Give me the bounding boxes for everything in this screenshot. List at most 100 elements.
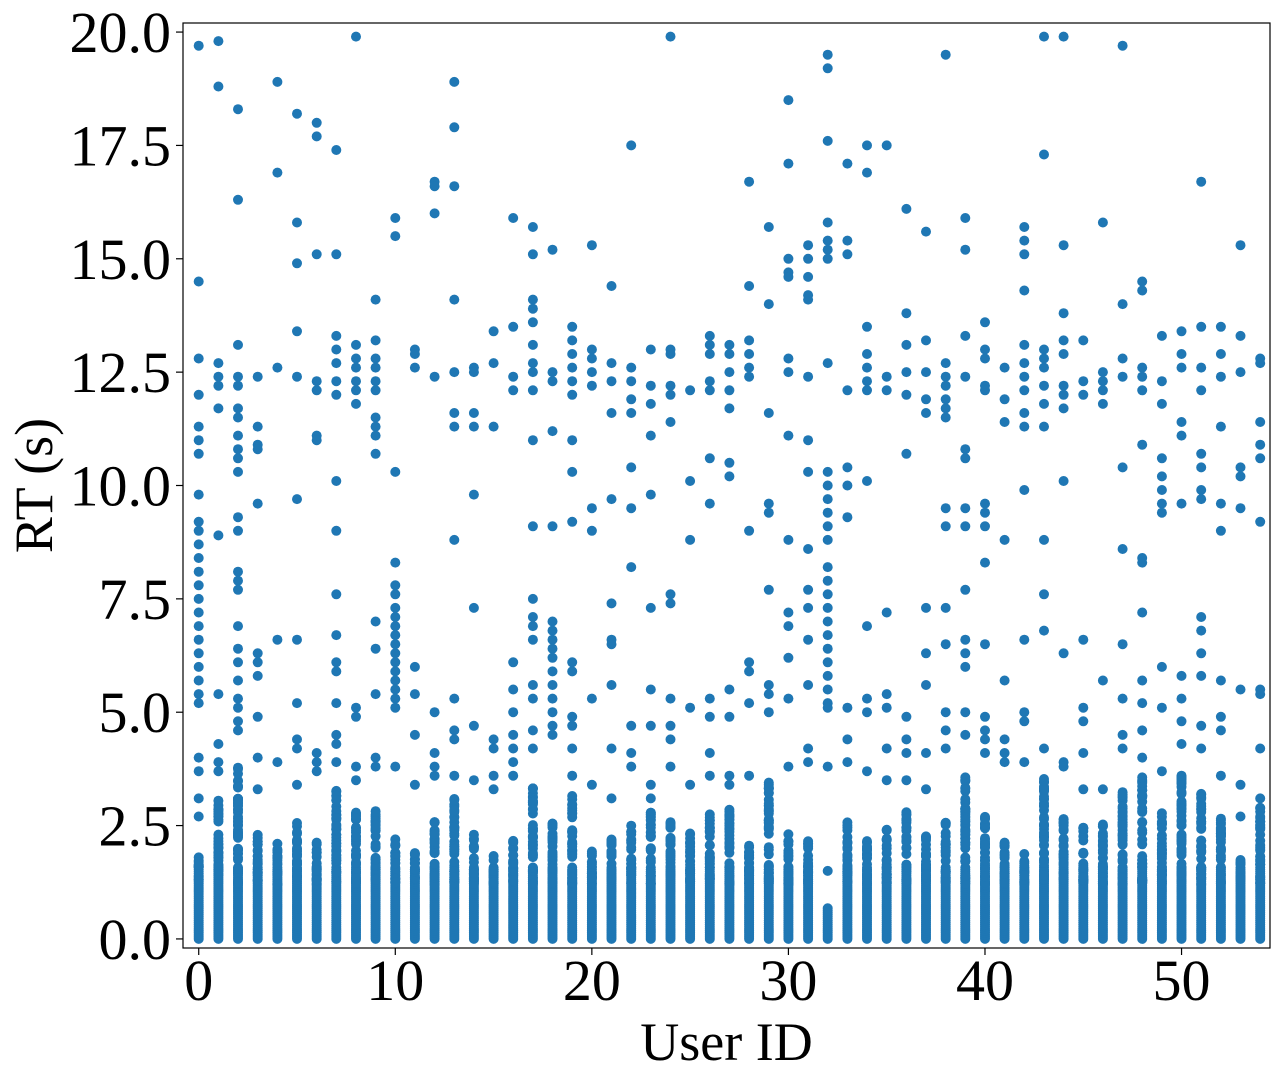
data-point (213, 689, 224, 700)
data-point (449, 421, 460, 432)
data-point (449, 534, 460, 545)
data-point (645, 720, 656, 731)
data-point (940, 521, 951, 532)
data-point (311, 865, 322, 876)
data-point (527, 725, 538, 736)
data-point (999, 849, 1010, 860)
data-point (1117, 40, 1128, 51)
data-point (449, 795, 460, 805)
data-point (331, 330, 342, 341)
data-point (724, 403, 735, 414)
data-point (626, 878, 637, 889)
data-point (980, 344, 990, 355)
data-point (527, 680, 538, 690)
data-point (1058, 308, 1069, 319)
data-point (390, 602, 401, 613)
data-point (233, 403, 243, 414)
data-point (685, 385, 696, 396)
data-point (960, 661, 971, 672)
data-point (390, 580, 401, 591)
data-point (351, 831, 361, 842)
data-point (645, 793, 656, 804)
data-point (1156, 833, 1167, 844)
data-point (1255, 811, 1266, 822)
data-point (842, 820, 853, 831)
data-point (842, 235, 853, 246)
data-point (488, 866, 499, 876)
data-point (233, 575, 243, 586)
data-point (921, 850, 931, 861)
data-point (1039, 625, 1049, 636)
data-point (665, 848, 676, 859)
data-point (626, 462, 637, 473)
data-point (390, 858, 401, 869)
data-point (233, 768, 243, 779)
data-point (213, 81, 224, 92)
data-point (862, 853, 872, 864)
data-point (704, 693, 715, 704)
data-point (822, 521, 833, 532)
data-point (567, 466, 578, 477)
data-point (390, 761, 401, 772)
data-point (272, 362, 283, 373)
data-point (704, 826, 715, 837)
data-point (606, 358, 617, 369)
data-point (921, 784, 931, 795)
data-point (292, 698, 302, 709)
data-point (567, 666, 578, 677)
data-point (1058, 849, 1069, 860)
data-point (292, 849, 302, 860)
data-point (960, 814, 971, 825)
data-point (1039, 800, 1049, 811)
data-point (763, 842, 774, 853)
data-point (645, 344, 656, 355)
data-point (390, 213, 401, 223)
data-point (233, 371, 243, 382)
data-point (508, 707, 519, 718)
data-point (527, 783, 538, 794)
data-point (665, 734, 676, 745)
data-point (822, 358, 833, 369)
data-point (547, 616, 558, 627)
data-point (547, 680, 558, 690)
data-point (704, 711, 715, 722)
data-point (508, 875, 519, 886)
data-point (724, 837, 735, 848)
data-point (1058, 380, 1069, 391)
data-point (370, 353, 381, 364)
data-point (567, 791, 578, 801)
data-point (193, 675, 204, 686)
data-point (527, 634, 538, 645)
data-point (370, 841, 381, 852)
data-point (351, 775, 361, 786)
data-point (901, 308, 912, 319)
data-point (960, 729, 971, 740)
data-point (586, 344, 597, 355)
data-point (901, 203, 912, 214)
data-point (921, 367, 931, 378)
data-point (193, 389, 204, 400)
data-point (724, 457, 735, 468)
data-point (508, 770, 519, 781)
data-point (429, 871, 440, 881)
y-tick-label: 12.5 (70, 340, 172, 405)
data-point (1137, 276, 1148, 287)
data-point (999, 675, 1010, 686)
data-point (842, 249, 853, 260)
data-point (1235, 874, 1246, 885)
data-point (351, 362, 361, 373)
data-point (1176, 498, 1187, 509)
data-point (468, 857, 479, 868)
data-point (1176, 326, 1187, 337)
data-point (862, 707, 872, 718)
data-point (429, 707, 440, 718)
data-point (252, 867, 263, 878)
data-point (1215, 675, 1226, 686)
data-point (390, 657, 401, 668)
data-point (233, 863, 243, 874)
data-point (626, 826, 637, 837)
data-point (999, 757, 1010, 768)
data-point (213, 371, 224, 382)
data-point (252, 421, 263, 432)
data-point (1117, 299, 1128, 310)
